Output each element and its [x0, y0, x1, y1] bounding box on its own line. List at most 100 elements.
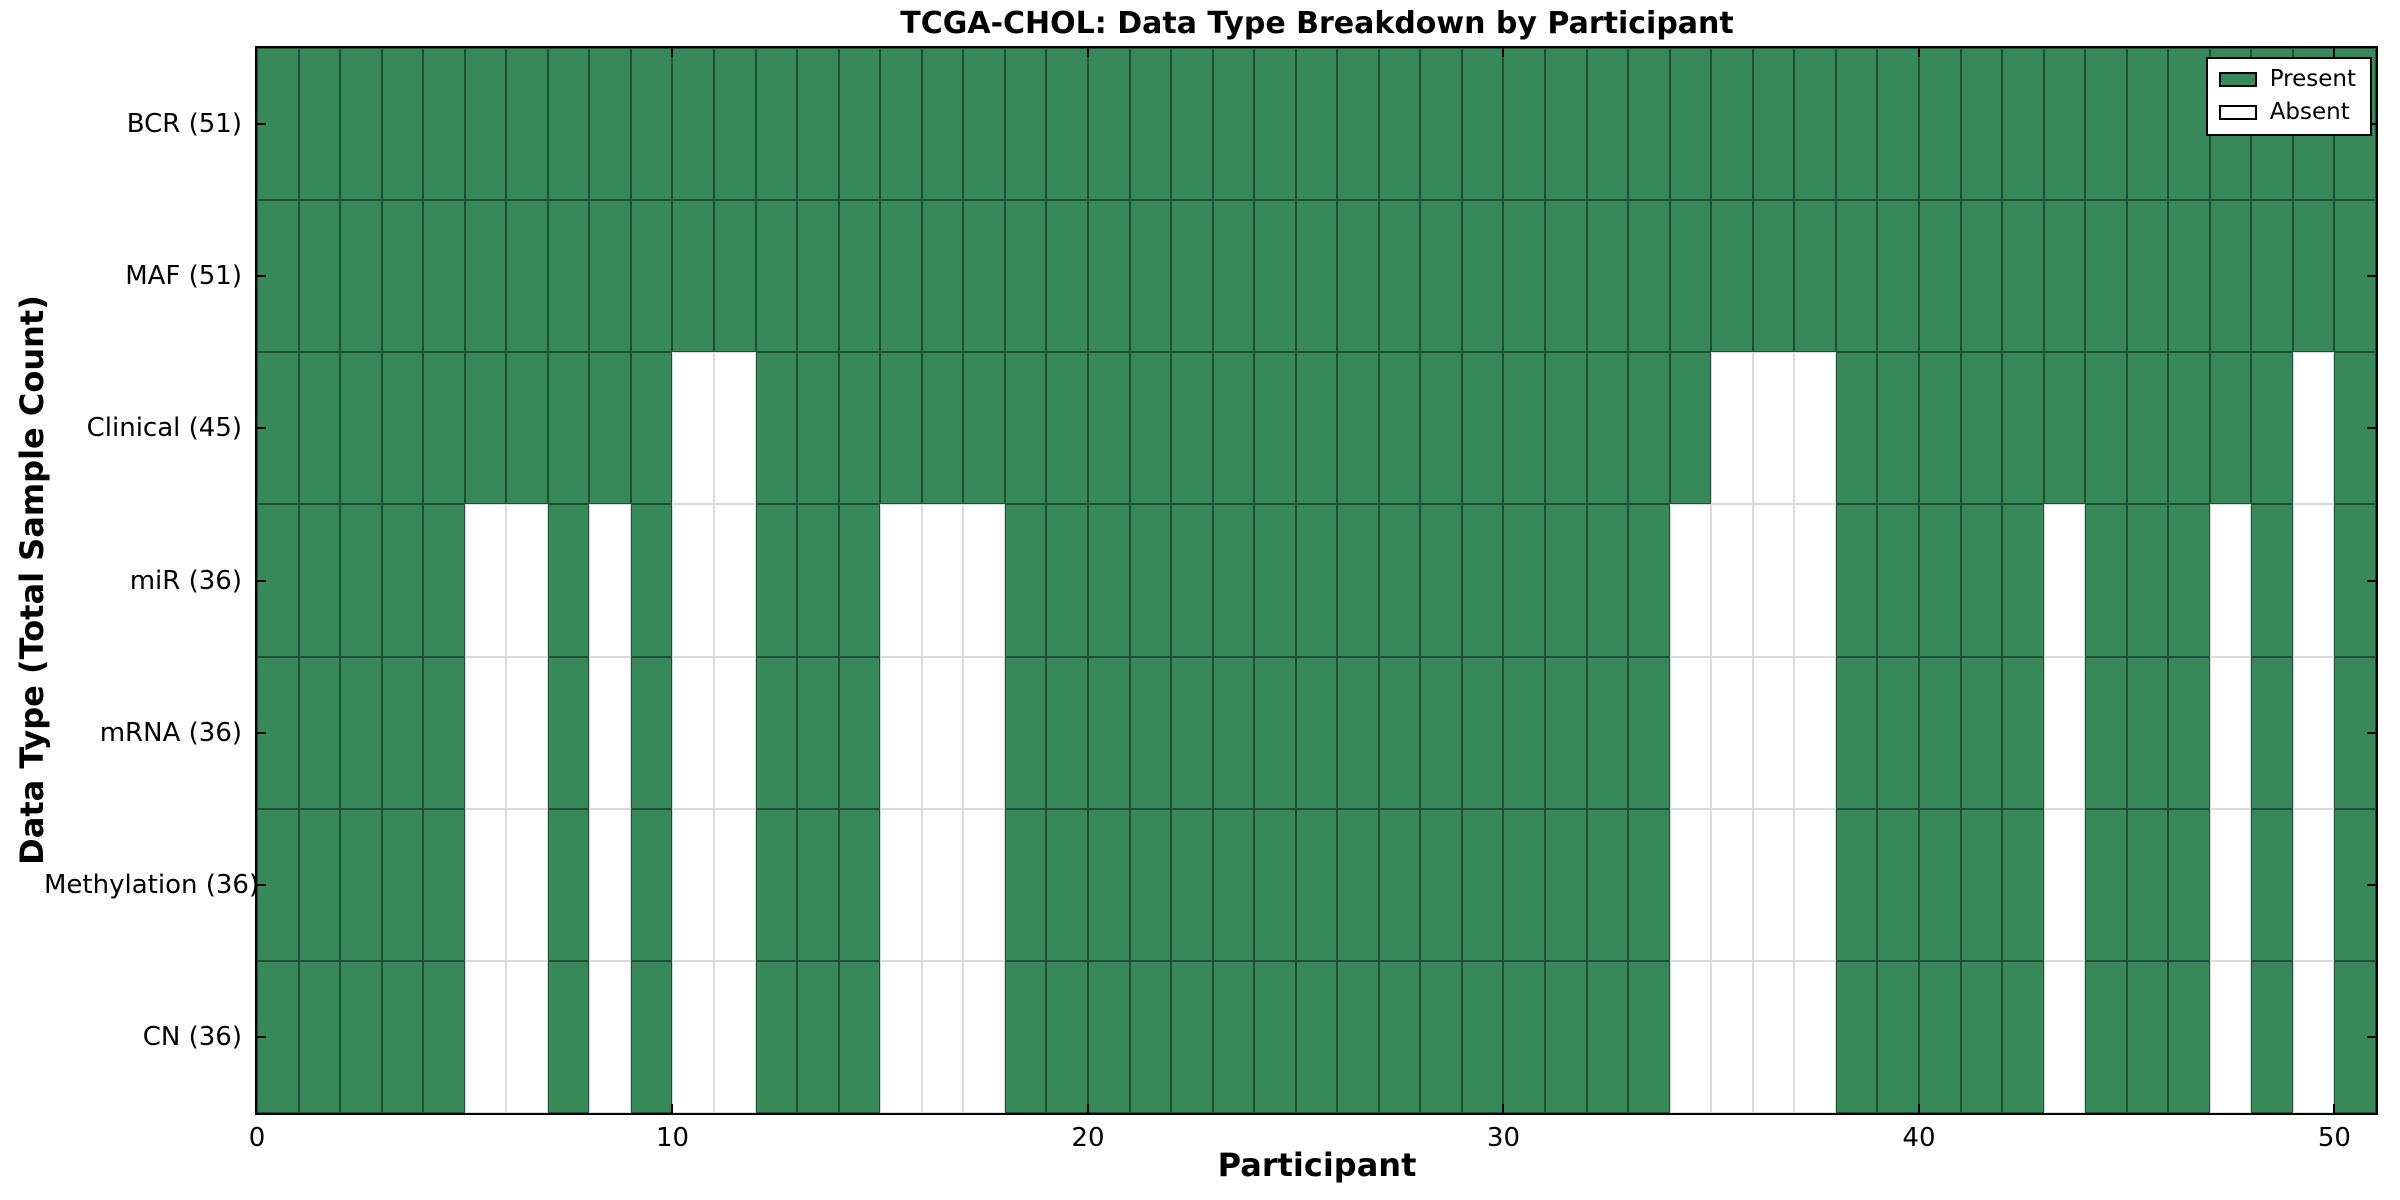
heatmap-cell [2126, 960, 2169, 1113]
heatmap-cell [1295, 48, 1338, 201]
y-tick-label: MAF (51) [125, 261, 242, 292]
heatmap-cell [2168, 656, 2210, 809]
heatmap-cell [506, 808, 548, 961]
heatmap-cell [963, 200, 1005, 353]
heatmap-cell [2168, 48, 2210, 201]
heatmap-cell [1877, 48, 1919, 201]
heatmap-cell [1918, 656, 1961, 809]
heatmap-cell [1171, 808, 1213, 961]
heatmap-cell [2085, 352, 2127, 505]
heatmap-cell [2251, 504, 2293, 657]
heatmap-cell [672, 200, 715, 353]
heatmap-grid [257, 48, 2376, 1113]
heatmap-cell [1669, 200, 1712, 353]
heatmap-cell [1420, 656, 1462, 809]
heatmap-cell [298, 48, 341, 201]
heatmap-cell [1337, 656, 1379, 809]
heatmap-cell [2126, 504, 2169, 657]
heatmap-cell [1171, 200, 1213, 353]
heatmap-cell [1960, 200, 2003, 353]
tick-mark [2367, 884, 2376, 886]
heatmap-cell [755, 808, 798, 961]
heatmap-cell [1254, 504, 1296, 657]
heatmap-cell [2168, 352, 2210, 505]
heatmap-cell [423, 352, 465, 505]
heatmap-cell [1545, 504, 1587, 657]
heatmap-cell [381, 656, 424, 809]
heatmap-cell [1503, 48, 1546, 201]
heatmap-cell [298, 808, 341, 961]
heatmap-cell [2292, 200, 2335, 353]
heatmap-cell [2002, 656, 2044, 809]
heatmap-cell [1461, 48, 1504, 201]
heatmap-cell [1794, 504, 1836, 657]
heatmap-cell [1004, 200, 1047, 353]
heatmap-cell [2002, 504, 2044, 657]
heatmap-cell [1503, 656, 1546, 809]
heatmap-cell [1337, 352, 1379, 505]
heatmap-cell [880, 960, 922, 1113]
heatmap-cell [1711, 48, 1753, 201]
heatmap-cell [630, 656, 673, 809]
heatmap-cell [547, 352, 590, 505]
heatmap-cell [547, 48, 590, 201]
heatmap-cell [1337, 504, 1379, 657]
heatmap-cell [880, 200, 922, 353]
heatmap-cell [1960, 656, 2003, 809]
heatmap-cell [423, 200, 465, 353]
heatmap-cell [1295, 656, 1338, 809]
y-tick-label: mRNA (36) [99, 717, 242, 748]
heatmap-cell [1586, 808, 1629, 961]
heatmap-cell [2126, 352, 2169, 505]
heatmap-cell [838, 504, 881, 657]
heatmap-cell [1503, 352, 1546, 505]
heatmap-cell [630, 200, 673, 353]
heatmap-cell [1669, 352, 1712, 505]
heatmap-cell [1960, 48, 2003, 201]
heatmap-cell [340, 352, 382, 505]
heatmap-cell [2209, 960, 2252, 1113]
heatmap-cell [1046, 200, 1088, 353]
heatmap-cell [2209, 808, 2252, 961]
heatmap-cell [2251, 200, 2293, 353]
y-tick-label: miR (36) [129, 565, 242, 596]
heatmap-cell [506, 200, 548, 353]
heatmap-cell [1877, 504, 1919, 657]
heatmap-cell [1420, 48, 1462, 201]
heatmap-cell [672, 352, 715, 505]
x-axis-label: Participant [1217, 1146, 1417, 1184]
heatmap-cell [1835, 656, 1878, 809]
heatmap-cell [381, 48, 424, 201]
heatmap-cell [672, 504, 715, 657]
present-swatch-icon [2218, 71, 2257, 87]
heatmap-cell [423, 808, 465, 961]
heatmap-cell [1877, 656, 1919, 809]
heatmap-cell [1378, 200, 1421, 353]
heatmap-cell [2168, 960, 2210, 1113]
heatmap-cell [1877, 808, 1919, 961]
heatmap-cell [1378, 504, 1421, 657]
heatmap-cell [755, 960, 798, 1113]
heatmap-cell [1545, 960, 1587, 1113]
heatmap-cell [714, 960, 756, 1113]
heatmap-cell [838, 200, 881, 353]
heatmap-cell [1877, 200, 1919, 353]
heatmap-cell [921, 656, 964, 809]
heatmap-cell [1004, 960, 1047, 1113]
heatmap-cell [880, 504, 922, 657]
heatmap-cell [340, 48, 382, 201]
heatmap-cell [1004, 48, 1047, 201]
heatmap-cell [963, 808, 1005, 961]
tick-mark [257, 427, 266, 429]
heatmap-cell [1212, 960, 1255, 1113]
heatmap-cell [1046, 48, 1088, 201]
heatmap-cell [2002, 808, 2044, 961]
heatmap-cell [506, 960, 548, 1113]
heatmap-cell [1752, 808, 1795, 961]
heatmap-cell [1129, 200, 1172, 353]
heatmap-cell [298, 200, 341, 353]
heatmap-cell [838, 656, 881, 809]
heatmap-cell [1586, 200, 1629, 353]
heatmap-cell [2126, 200, 2169, 353]
legend-label-absent: Absent [2269, 99, 2350, 125]
